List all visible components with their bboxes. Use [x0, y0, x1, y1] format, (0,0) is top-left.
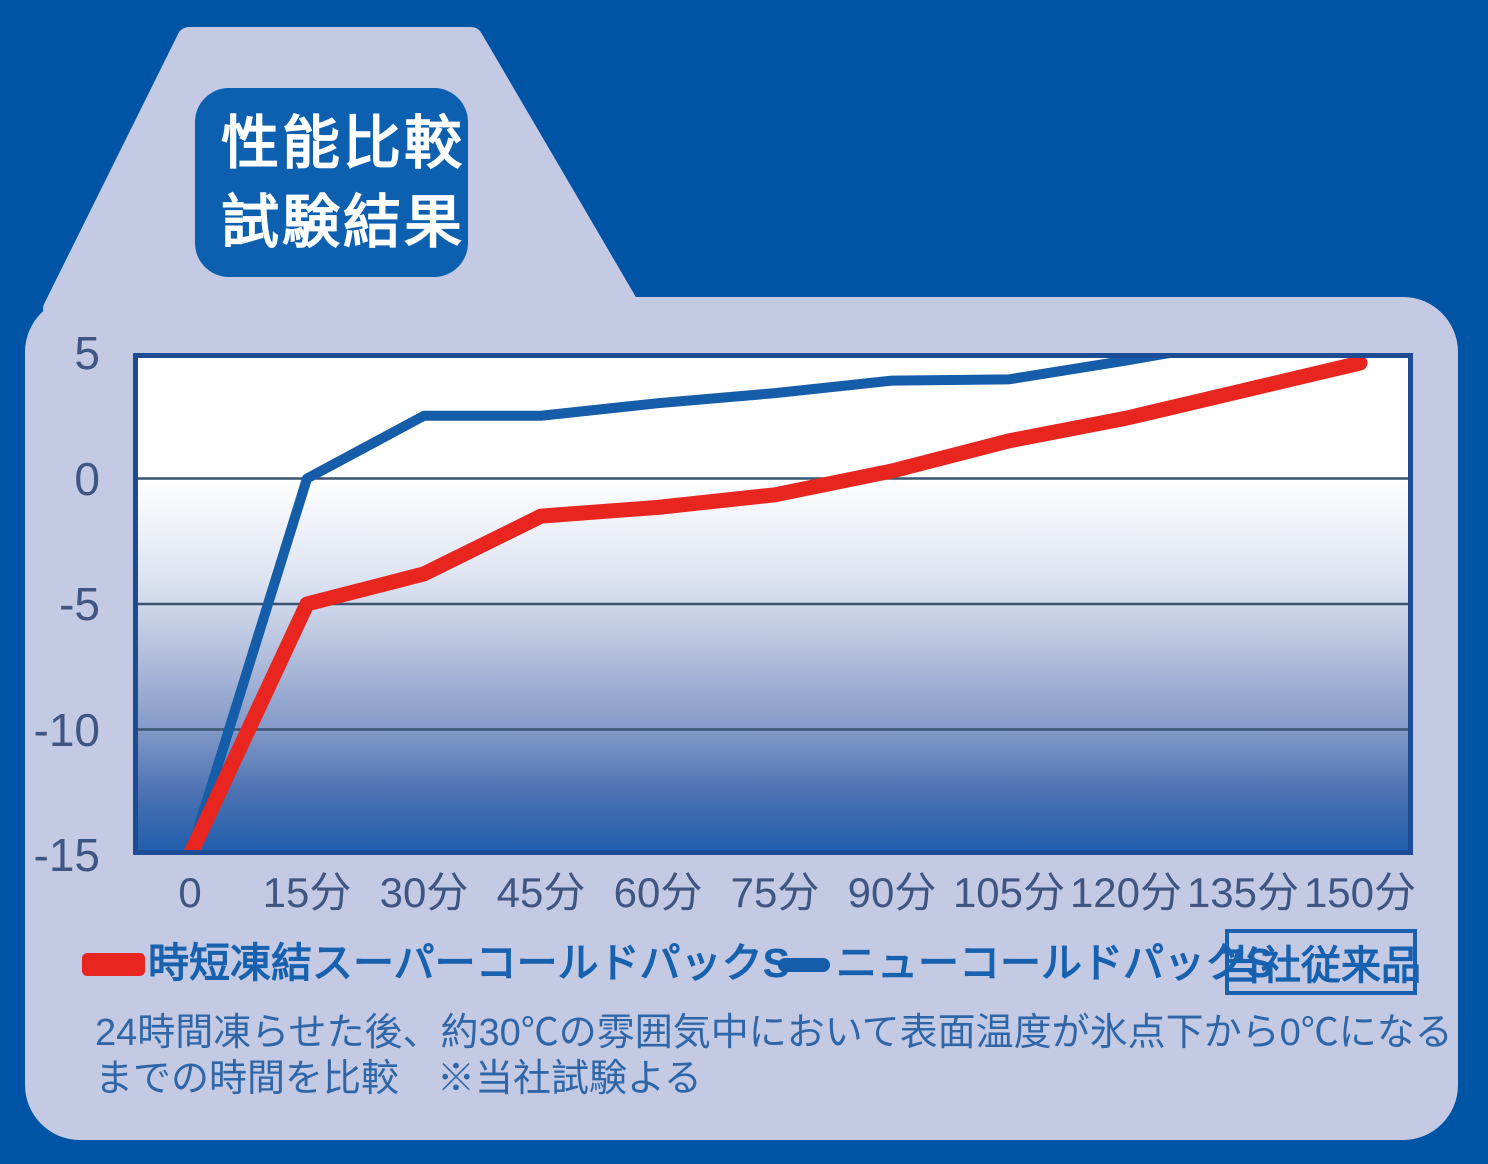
x-tick-label: 90分: [847, 869, 937, 916]
x-tick-label: 105分: [952, 869, 1066, 916]
legend-conventional-product-tag: 当社従来品: [1221, 929, 1421, 995]
legend-label-series2: ニューコールドパックS: [836, 940, 1274, 986]
legend-swatch-blue-line: [778, 958, 830, 972]
legend-label-series1: 時短凍結スーパーコールドパックS: [148, 940, 790, 986]
x-tick-label: 75分: [730, 869, 820, 916]
y-tick-label: 0: [74, 452, 100, 505]
x-axis: 0 15分 30分 45分 60分 75分 90分 105分 120分 135分 150分: [133, 869, 1416, 920]
note-line-2: までの時間を比較 ※当社試験よる: [95, 1058, 702, 1100]
note-line-1: 24時間凍らせた後、約30℃の雰囲気中において表面温度が氷点下から0℃になる: [95, 1012, 1453, 1054]
legend: 時短凍結スーパーコールドパックS ニューコールドパックS 当社従来品: [82, 929, 1432, 1005]
x-tick-label: 45分: [496, 869, 586, 916]
x-tick-label: 15分: [262, 869, 352, 916]
x-tick-label: 135分: [1186, 869, 1300, 916]
x-tick-label: 150分: [1303, 869, 1417, 916]
gridlines: [133, 477, 1413, 731]
x-tick-label: 30分: [379, 869, 469, 916]
x-tick-label: 0: [178, 869, 202, 916]
chart-plot-area: [133, 353, 1413, 855]
series-line-red: [182, 355, 1368, 855]
x-tick-label: 120分: [1069, 869, 1183, 916]
plot-border: [133, 353, 1413, 855]
y-tick-label: 5: [74, 327, 100, 379]
y-tick-label: -15: [33, 829, 100, 881]
test-conditions-note: 24時間凍らせた後、約30℃の雰囲気中において表面温度が氷点下から0℃になる ま…: [95, 1010, 1453, 1102]
temperature-chart: [133, 353, 1413, 855]
y-tick-label: -10: [33, 703, 100, 756]
y-axis: 5 0 -5 -10 -15: [10, 328, 100, 880]
badge-title-line-1: 性能比較: [221, 110, 466, 176]
x-tick-label: 60分: [613, 869, 703, 916]
title-badge: 性能比較 試験結果: [195, 88, 468, 277]
badge-title-line-2: 試験結果: [221, 189, 466, 255]
y-tick-label: -5: [59, 578, 100, 630]
legend-swatch-red-line: [82, 953, 145, 976]
